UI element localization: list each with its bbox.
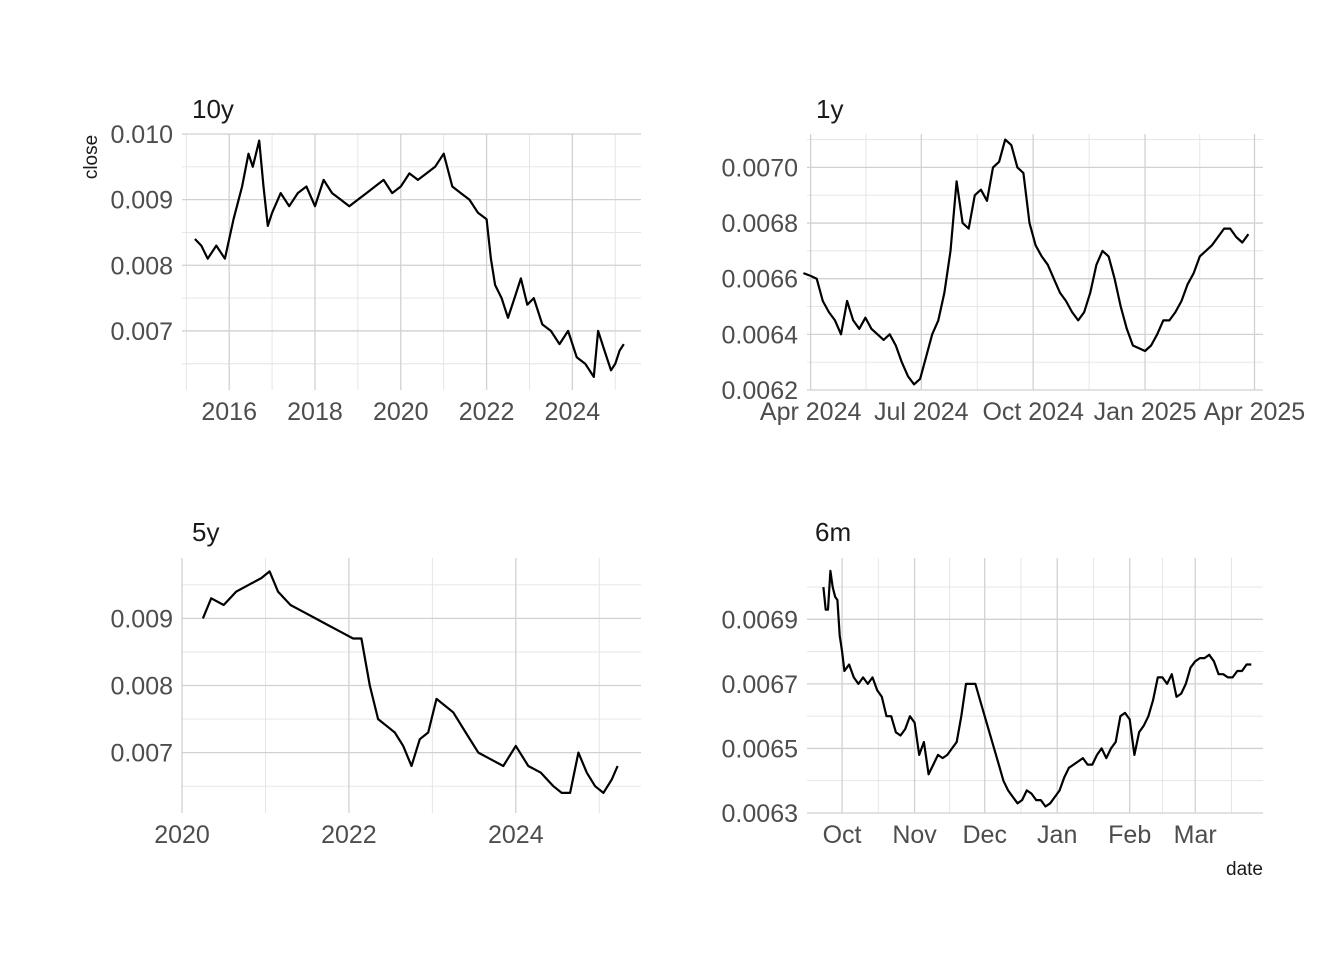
y-tick-label: 0.0070 <box>722 154 798 182</box>
x-tick-label: Nov <box>892 821 937 849</box>
y-tick-label: 0.0064 <box>722 321 799 349</box>
series-line <box>822 569 1252 808</box>
panel-10y: 2016 2018 2020 2022 2024 0.007 0.008 0.009 0.010… <box>81 94 641 426</box>
y-tick-label: 0.0065 <box>722 735 798 763</box>
x-tick-label: Mar <box>1174 821 1217 849</box>
y-tick-label: 0.0069 <box>722 606 798 634</box>
y-tick-label: 0.0067 <box>722 671 798 699</box>
panel-title: 1y <box>816 94 843 124</box>
y-tick-label: 0.007 <box>110 318 173 346</box>
x-tick-label: 2024 <box>488 821 544 849</box>
panel-5y: 2020 2022 2024 0.007 0.008 0.009 5y <box>110 517 641 849</box>
x-tick-label: Oct 2024 <box>982 398 1084 426</box>
x-tick-label: 2016 <box>201 398 257 426</box>
x-tick-label: Jan <box>1037 821 1077 849</box>
x-tick-label: Dec <box>962 821 1006 849</box>
series-line <box>201 570 619 794</box>
y-tick-label: 0.0062 <box>722 377 798 405</box>
y-tick-label: 0.009 <box>110 187 173 215</box>
x-tick-label: Feb <box>1108 821 1151 849</box>
y-tick-label: 0.007 <box>110 740 173 768</box>
y-tick-label: 0.0066 <box>722 266 798 294</box>
y-axis-title: close <box>81 135 102 179</box>
x-tick-label: 2020 <box>154 821 210 849</box>
panel-6m: Oct Nov Dec Jan Feb Mar 0.0063 0.0065 0.0067 0.00… <box>722 517 1263 880</box>
x-tick-label: 2022 <box>459 398 515 426</box>
x-tick-label: Apr 2025 <box>1204 398 1305 426</box>
panel-1y: Apr 2024 Jul 2024 Oct 2024 Jan 2025 Apr 2025… <box>722 94 1306 426</box>
panel-title: 10y <box>192 94 234 124</box>
panel-title: 6m <box>815 517 851 547</box>
x-tick-label: 2022 <box>321 821 377 849</box>
x-tick-label: Oct <box>823 821 862 849</box>
series-line <box>194 139 625 378</box>
x-tick-label: Jan 2025 <box>1094 398 1197 426</box>
x-tick-label: Apr 2024 <box>760 398 862 426</box>
y-tick-label: 0.008 <box>110 252 173 280</box>
panel-title: 5y <box>192 517 219 547</box>
y-tick-label: 0.0068 <box>722 210 798 238</box>
x-tick-label: 2018 <box>287 398 343 426</box>
y-tick-label: 0.010 <box>110 121 173 149</box>
y-tick-label: 0.009 <box>110 605 173 633</box>
y-tick-label: 0.008 <box>110 673 173 701</box>
x-axis-title: date <box>1226 859 1263 880</box>
x-tick-label: 2024 <box>545 398 601 426</box>
series-line <box>803 138 1250 386</box>
x-tick-label: Jul 2024 <box>874 398 969 426</box>
y-tick-label: 0.0063 <box>722 800 798 828</box>
x-tick-label: 2020 <box>373 398 429 426</box>
